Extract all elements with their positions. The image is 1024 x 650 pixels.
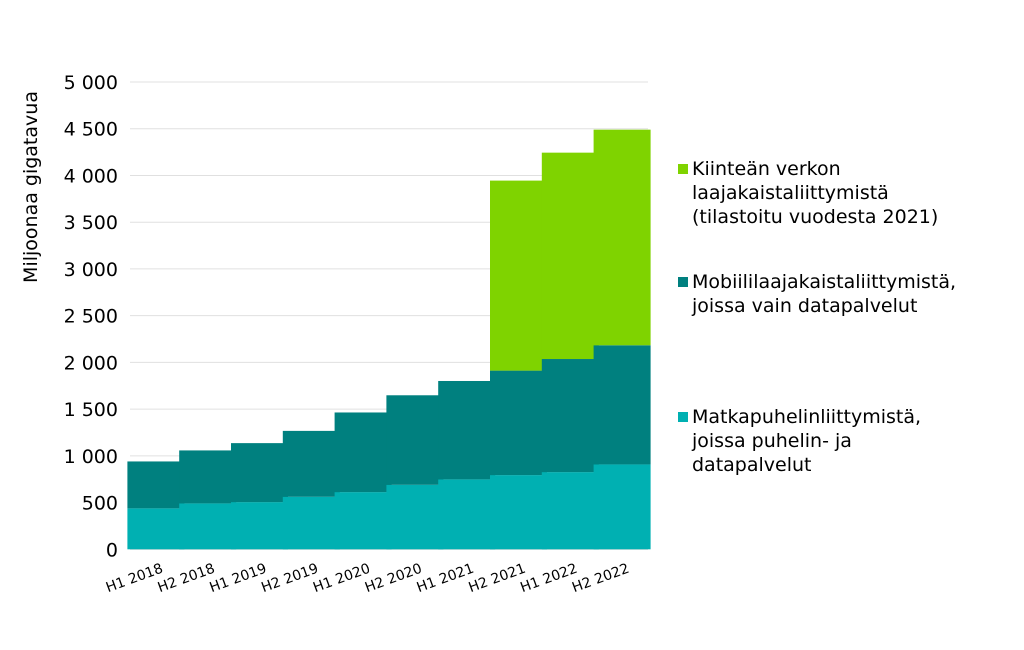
bar-segment-1 — [438, 380, 496, 480]
bars — [127, 129, 651, 550]
x-tick-label: H2 2018 — [156, 561, 217, 596]
bar-segment-1 — [334, 412, 392, 493]
y-tick-labels: 0 500 1 000 1 500 2 000 2 500 3 000 3 500 4 000 4… — [64, 72, 118, 561]
legend-item-mobile-phone: Matkapuhelinliittymistä, joissa puhelin-… — [678, 405, 1018, 477]
x-tick-label: H1 2021 — [415, 561, 476, 596]
y-tick-label: 5 000 — [64, 72, 118, 94]
bar-segment-1 — [127, 461, 185, 509]
bar-segment-0 — [231, 502, 288, 550]
x-tick-label: H2 2019 — [259, 561, 320, 596]
legend-label: Matkapuhelinliittymistä, joissa puhelin-… — [692, 406, 922, 476]
bar-segment-1 — [179, 450, 237, 504]
bar-segment-1 — [386, 395, 444, 485]
legend-label: Kiinteän verkon laajakaistaliittymistä (… — [692, 158, 939, 228]
x-tick-label: H2 2021 — [466, 561, 527, 596]
x-tick-label: H2 2022 — [570, 561, 631, 596]
bar-segment-2 — [541, 152, 599, 360]
y-tick-label: 3 000 — [64, 259, 118, 281]
legend-label: Mobiililaajakaistaliittymistä, joissa va… — [692, 271, 957, 317]
legend-swatch-phone — [678, 412, 688, 422]
bar-segment-0 — [593, 464, 651, 550]
x-tick-label: H1 2018 — [104, 561, 165, 596]
x-tick-label: H1 2019 — [207, 561, 268, 596]
bar-segment-1 — [541, 359, 599, 473]
y-tick-label: 1 500 — [64, 399, 118, 421]
x-tick-label: H1 2022 — [518, 561, 579, 596]
y-tick-label: 4 000 — [64, 165, 118, 187]
bar-segment-0 — [179, 503, 237, 550]
bar-segment-2 — [593, 129, 651, 346]
bar-segment-0 — [438, 479, 496, 550]
bar-segment-0 — [386, 484, 444, 550]
y-tick-label: 0 — [106, 539, 118, 561]
bar-segment-0 — [490, 475, 547, 550]
y-tick-label: 2 000 — [64, 352, 118, 374]
legend-item-mobile-broadband: Mobiililaajakaistaliittymistä, joissa va… — [678, 270, 1018, 318]
y-axis-label: Miljoonaa gigatavua — [20, 91, 42, 283]
bar-segment-1 — [593, 345, 651, 465]
bar-segment-1 — [282, 430, 340, 497]
y-tick-label: 1 000 — [64, 446, 118, 468]
bar-segment-0 — [334, 492, 392, 550]
bar-segment-0 — [127, 508, 185, 550]
legend-swatch-mobile — [678, 277, 688, 287]
y-tick-label: 4 500 — [64, 119, 118, 141]
bar-segment-2 — [490, 180, 547, 371]
y-tick-label: 3 500 — [64, 212, 118, 234]
legend-item-fixed-broadband: Kiinteän verkon laajakaistaliittymistä (… — [678, 157, 1018, 229]
y-tick-label: 2 500 — [64, 306, 118, 328]
bar-segment-1 — [490, 370, 547, 476]
bar-segment-0 — [541, 472, 599, 550]
legend-swatch-fixed — [678, 164, 688, 174]
x-tick-label: H1 2020 — [311, 561, 372, 596]
x-tick-label: H2 2020 — [363, 561, 424, 596]
bar-segment-0 — [282, 496, 340, 550]
bar-segment-1 — [231, 443, 288, 503]
y-tick-label: 500 — [82, 493, 118, 515]
